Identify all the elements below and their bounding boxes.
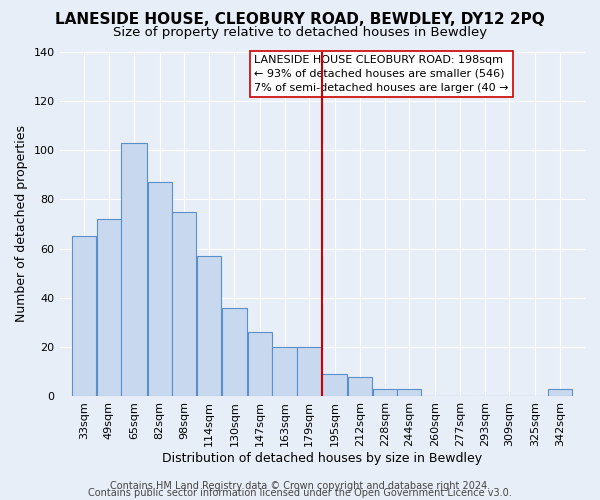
Bar xyxy=(297,347,321,397)
Bar xyxy=(221,308,247,396)
Text: Size of property relative to detached houses in Bewdley: Size of property relative to detached ho… xyxy=(113,26,487,39)
Bar xyxy=(121,142,147,396)
Bar xyxy=(97,219,121,396)
Text: LANESIDE HOUSE, CLEOBURY ROAD, BEWDLEY, DY12 2PQ: LANESIDE HOUSE, CLEOBURY ROAD, BEWDLEY, … xyxy=(55,12,545,28)
Bar xyxy=(397,389,421,396)
Bar xyxy=(72,236,96,396)
X-axis label: Distribution of detached houses by size in Bewdley: Distribution of detached houses by size … xyxy=(162,452,482,465)
Bar xyxy=(348,376,372,396)
Bar xyxy=(148,182,172,396)
Bar xyxy=(548,389,572,396)
Y-axis label: Number of detached properties: Number of detached properties xyxy=(15,126,28,322)
Text: LANESIDE HOUSE CLEOBURY ROAD: 198sqm
← 93% of detached houses are smaller (546)
: LANESIDE HOUSE CLEOBURY ROAD: 198sqm ← 9… xyxy=(254,55,508,93)
Text: Contains public sector information licensed under the Open Government Licence v3: Contains public sector information licen… xyxy=(88,488,512,498)
Bar xyxy=(322,374,347,396)
Bar xyxy=(197,256,221,396)
Text: Contains HM Land Registry data © Crown copyright and database right 2024.: Contains HM Land Registry data © Crown c… xyxy=(110,481,490,491)
Bar xyxy=(272,347,296,397)
Bar xyxy=(373,389,397,396)
Bar xyxy=(172,212,196,396)
Bar xyxy=(248,332,272,396)
